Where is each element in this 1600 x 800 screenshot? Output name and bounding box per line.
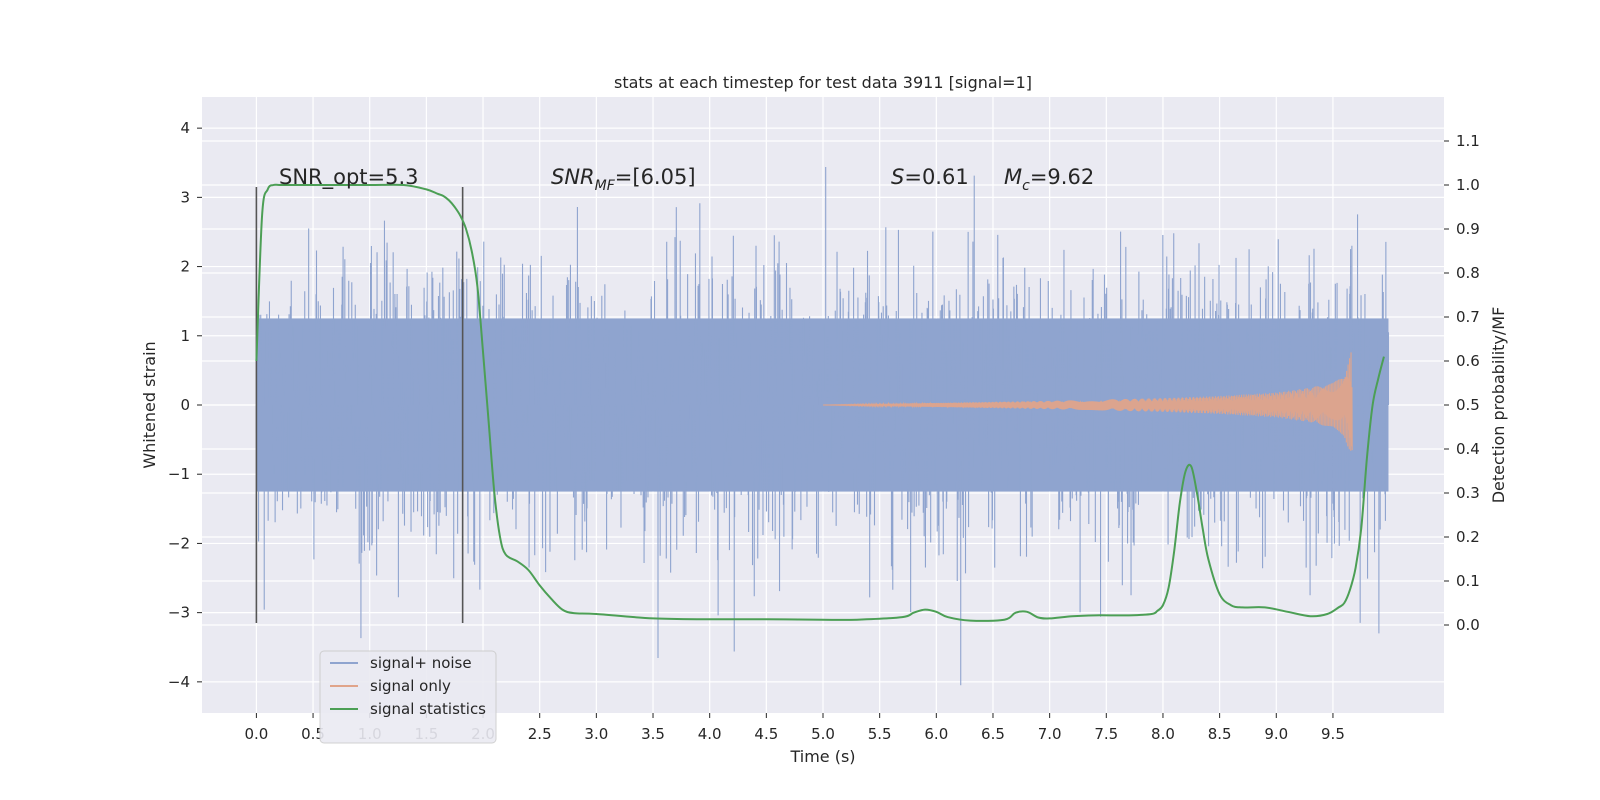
series-signal-only — [822, 352, 1353, 451]
y-left-tick-label: −2 — [168, 534, 190, 552]
y-right-tick-label: 1.1 — [1456, 132, 1480, 150]
annotation-s: S=0.61 — [891, 165, 969, 189]
x-tick-label: 0.0 — [244, 725, 268, 743]
annotation-mc: Mc=9.62 — [1004, 165, 1094, 194]
x-tick-label: 4.0 — [698, 725, 722, 743]
y-right-tick-label: 0.2 — [1456, 528, 1480, 546]
y-right-tick-label: 0.4 — [1456, 440, 1480, 458]
y-right-tick-label: 0.8 — [1456, 264, 1480, 282]
x-tick-label: 8.0 — [1151, 725, 1175, 743]
y-left-tick-label: −3 — [168, 604, 190, 622]
vertical-markers — [255, 186, 464, 624]
y-right-tick-label: 0.5 — [1456, 396, 1480, 414]
x-tick-label: 7.5 — [1094, 725, 1118, 743]
y-left-tick-labels: −4 −3 −2 −1 0 1 2 3 4 — [168, 119, 202, 691]
legend: signal+ noise signal only signal statist… — [319, 650, 497, 744]
x-tick-label: 9.0 — [1264, 725, 1288, 743]
x-tick-label: 5.5 — [868, 725, 892, 743]
legend-label-signal-statistics: signal statistics — [370, 700, 486, 718]
y-axis-label-left: Whitened strain — [140, 341, 159, 468]
x-tick-labels: 0.00.51.01.52.02.53.03.54.04.55.05.56.06… — [244, 713, 1345, 743]
x-axis-label: Time (s) — [789, 747, 855, 766]
x-tick-label: 6.5 — [981, 725, 1005, 743]
y-left-tick-label: 1 — [180, 327, 190, 345]
y-right-tick-label: 0.0 — [1456, 616, 1480, 634]
legend-box — [319, 650, 497, 744]
chart-title: stats at each timestep for test data 391… — [614, 73, 1032, 92]
annotation-snr-mf: SNRMF=[6.05] — [551, 165, 696, 194]
x-tick-label: 4.5 — [754, 725, 778, 743]
statistics-line — [255, 183, 1385, 622]
chirp-trace — [822, 352, 1353, 451]
x-tick-label: 3.0 — [584, 725, 608, 743]
x-tick-label: 6.0 — [924, 725, 948, 743]
x-tick-label: 5.0 — [811, 725, 835, 743]
y-right-tick-label: 0.1 — [1456, 572, 1480, 590]
y-right-tick-label: 0.9 — [1456, 220, 1480, 238]
x-tick-label: 0.5 — [301, 725, 325, 743]
y-left-tick-label: −1 — [168, 465, 190, 483]
legend-label-signal-only: signal only — [370, 677, 451, 695]
y-right-tick-label: 0.6 — [1456, 352, 1480, 370]
y-left-tick-label: 2 — [180, 258, 190, 276]
y-right-tick-labels: 0.0 0.1 0.2 0.3 0.4 0.5 0.6 0.7 0.8 0.9 1.0 1.1 — [1444, 132, 1480, 634]
y-left-tick-label: −4 — [168, 673, 190, 691]
x-tick-label: 2.5 — [528, 725, 552, 743]
y-right-tick-label: 0.3 — [1456, 484, 1480, 502]
x-tick-label: 3.5 — [641, 725, 665, 743]
x-tick-label: 9.5 — [1321, 725, 1345, 743]
y-left-tick-label: 0 — [180, 396, 190, 414]
x-tick-label: 8.5 — [1208, 725, 1232, 743]
y-left-tick-label: 4 — [180, 119, 190, 137]
y-axis-label-right: Detection probability/MF — [1489, 307, 1508, 504]
annotation-snr-opt: SNR_opt=5.3 — [279, 165, 419, 190]
y-right-tick-label: 1.0 — [1456, 176, 1480, 194]
legend-label-signal-plus-noise: signal+ noise — [370, 654, 472, 672]
y-right-tick-label: 0.7 — [1456, 308, 1480, 326]
series-signal-statistics — [255, 183, 1385, 622]
x-tick-label: 7.0 — [1038, 725, 1062, 743]
y-left-tick-label: 3 — [180, 188, 190, 206]
